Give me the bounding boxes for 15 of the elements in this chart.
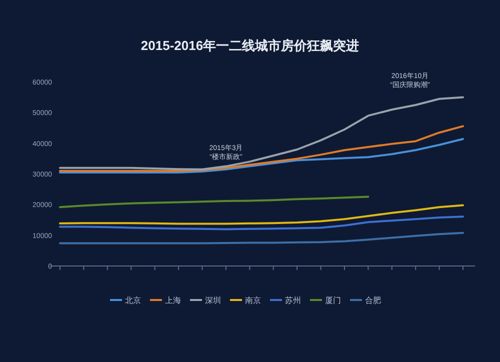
legend-label: 深圳 xyxy=(205,296,221,305)
chart-title: 2015-2016年一二线城市房价狂飙突进 xyxy=(140,38,360,53)
legend-label: 北京 xyxy=(125,296,141,305)
line-series xyxy=(59,125,464,172)
legend-label: 上海 xyxy=(165,296,181,305)
legend-label: 苏州 xyxy=(285,296,301,305)
line-series xyxy=(59,138,464,174)
line-series xyxy=(59,196,370,208)
legend-label: 厦门 xyxy=(325,296,341,305)
legend-label: 南京 xyxy=(245,296,261,305)
line-series xyxy=(59,204,464,225)
line-series xyxy=(59,232,464,244)
line-series xyxy=(59,216,464,230)
line-series xyxy=(59,96,464,170)
legend-label: 合肥 xyxy=(365,296,381,305)
